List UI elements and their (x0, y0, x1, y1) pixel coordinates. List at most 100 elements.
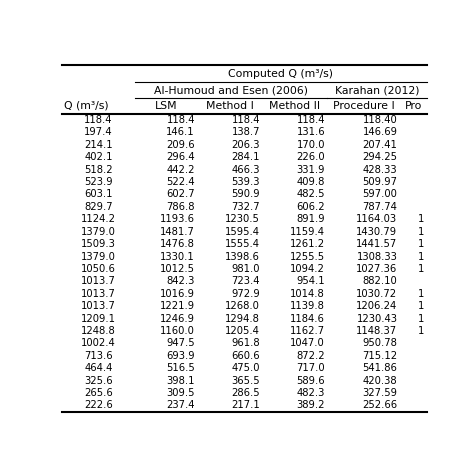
Text: 523.9: 523.9 (84, 177, 113, 187)
Text: 1027.36: 1027.36 (356, 264, 398, 274)
Text: 286.5: 286.5 (231, 388, 260, 398)
Text: 1: 1 (418, 264, 424, 274)
Text: 717.0: 717.0 (296, 363, 325, 373)
Text: 1294.8: 1294.8 (225, 314, 260, 324)
Text: 217.1: 217.1 (231, 401, 260, 410)
Text: 428.33: 428.33 (363, 164, 398, 174)
Text: 1230.5: 1230.5 (225, 214, 260, 224)
Text: Procedure I: Procedure I (333, 101, 394, 111)
Text: 170.0: 170.0 (297, 140, 325, 150)
Text: 197.4: 197.4 (84, 128, 113, 137)
Text: 723.4: 723.4 (231, 276, 260, 286)
Text: 118.4: 118.4 (84, 115, 113, 125)
Text: Al-Humoud and Esen (2006): Al-Humoud and Esen (2006) (154, 85, 308, 95)
Text: Computed Q (m³/s): Computed Q (m³/s) (228, 69, 333, 79)
Text: 1379.0: 1379.0 (81, 227, 116, 237)
Text: 1509.3: 1509.3 (81, 239, 116, 249)
Text: Q (m³/s): Q (m³/s) (64, 101, 108, 111)
Text: 1555.4: 1555.4 (225, 239, 260, 249)
Text: 509.97: 509.97 (363, 177, 398, 187)
Text: 1159.4: 1159.4 (290, 227, 325, 237)
Text: 597.00: 597.00 (363, 190, 398, 200)
Text: 118.4: 118.4 (231, 115, 260, 125)
Text: 1261.2: 1261.2 (290, 239, 325, 249)
Text: 1162.7: 1162.7 (290, 326, 325, 336)
Text: 961.8: 961.8 (231, 338, 260, 348)
Text: 1050.6: 1050.6 (81, 264, 116, 274)
Text: 475.0: 475.0 (231, 363, 260, 373)
Text: 1012.5: 1012.5 (160, 264, 195, 274)
Text: 1: 1 (418, 314, 424, 324)
Text: 882.10: 882.10 (363, 276, 398, 286)
Text: 1013.7: 1013.7 (81, 289, 116, 299)
Text: 954.1: 954.1 (296, 276, 325, 286)
Text: 603.1: 603.1 (84, 190, 113, 200)
Text: 1330.1: 1330.1 (160, 252, 195, 262)
Text: 1268.0: 1268.0 (225, 301, 260, 311)
Text: 590.9: 590.9 (231, 190, 260, 200)
Text: 1441.57: 1441.57 (356, 239, 398, 249)
Text: 713.6: 713.6 (84, 351, 113, 361)
Text: 327.59: 327.59 (363, 388, 398, 398)
Text: 398.1: 398.1 (166, 375, 195, 386)
Text: 1: 1 (418, 227, 424, 237)
Text: 1246.9: 1246.9 (160, 314, 195, 324)
Text: 1014.8: 1014.8 (291, 289, 325, 299)
Text: 265.6: 265.6 (84, 388, 113, 398)
Text: 1255.5: 1255.5 (290, 252, 325, 262)
Text: 206.3: 206.3 (231, 140, 260, 150)
Text: 1205.4: 1205.4 (225, 326, 260, 336)
Text: 442.2: 442.2 (166, 164, 195, 174)
Text: Pro: Pro (404, 101, 422, 111)
Text: 209.6: 209.6 (166, 140, 195, 150)
Text: 402.1: 402.1 (84, 152, 113, 162)
Text: 1: 1 (418, 326, 424, 336)
Text: 1: 1 (418, 301, 424, 311)
Text: 516.5: 516.5 (166, 363, 195, 373)
Text: Method II: Method II (269, 101, 320, 111)
Text: 715.12: 715.12 (362, 351, 398, 361)
Text: 1595.4: 1595.4 (225, 227, 260, 237)
Text: 606.2: 606.2 (296, 202, 325, 212)
Text: 1160.0: 1160.0 (160, 326, 195, 336)
Text: 389.2: 389.2 (297, 401, 325, 410)
Text: 518.2: 518.2 (84, 164, 113, 174)
Text: 1: 1 (418, 214, 424, 224)
Text: 522.4: 522.4 (166, 177, 195, 187)
Text: 464.4: 464.4 (84, 363, 112, 373)
Text: 331.9: 331.9 (297, 164, 325, 174)
Text: 131.6: 131.6 (296, 128, 325, 137)
Text: 972.9: 972.9 (231, 289, 260, 299)
Text: 1164.03: 1164.03 (356, 214, 398, 224)
Text: 466.3: 466.3 (231, 164, 260, 174)
Text: 1139.8: 1139.8 (290, 301, 325, 311)
Text: 1: 1 (418, 289, 424, 299)
Text: 237.4: 237.4 (166, 401, 195, 410)
Text: 1: 1 (418, 239, 424, 249)
Text: 146.69: 146.69 (363, 128, 398, 137)
Text: Method I: Method I (206, 101, 254, 111)
Text: 1398.6: 1398.6 (225, 252, 260, 262)
Text: 1013.7: 1013.7 (81, 276, 116, 286)
Text: 365.5: 365.5 (231, 375, 260, 386)
Text: 589.6: 589.6 (296, 375, 325, 386)
Text: 138.7: 138.7 (231, 128, 260, 137)
Text: 1184.6: 1184.6 (290, 314, 325, 324)
Text: 325.6: 325.6 (84, 375, 113, 386)
Text: 732.7: 732.7 (231, 202, 260, 212)
Text: 1002.4: 1002.4 (81, 338, 116, 348)
Text: 482.3: 482.3 (297, 388, 325, 398)
Text: 1030.72: 1030.72 (356, 289, 398, 299)
Text: 1481.7: 1481.7 (160, 227, 195, 237)
Text: 214.1: 214.1 (84, 140, 113, 150)
Text: 787.74: 787.74 (363, 202, 398, 212)
Text: 1193.6: 1193.6 (160, 214, 195, 224)
Text: 1013.7: 1013.7 (81, 301, 116, 311)
Text: 693.9: 693.9 (166, 351, 195, 361)
Text: 1047.0: 1047.0 (291, 338, 325, 348)
Text: 118.4: 118.4 (166, 115, 195, 125)
Text: 1016.9: 1016.9 (160, 289, 195, 299)
Text: 829.7: 829.7 (84, 202, 113, 212)
Text: 1230.43: 1230.43 (356, 314, 398, 324)
Text: 118.40: 118.40 (363, 115, 398, 125)
